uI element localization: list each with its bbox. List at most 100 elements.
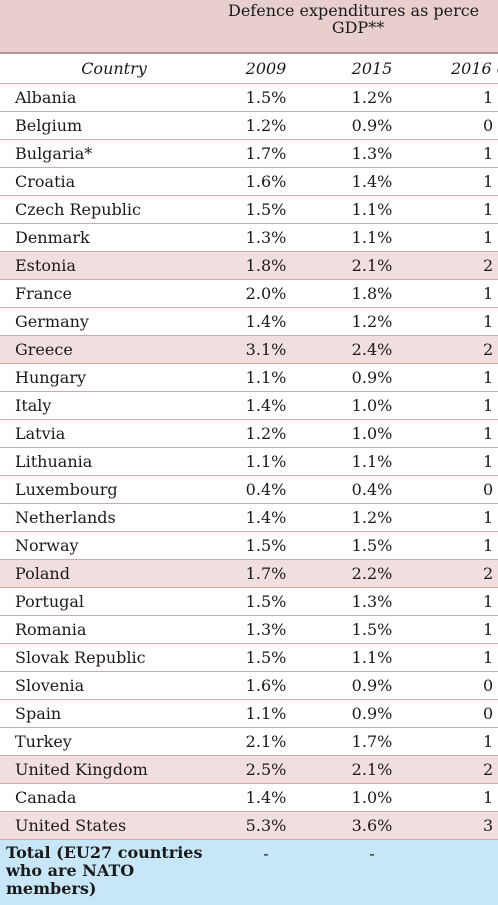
value-2009-cell: 1.4% <box>213 503 319 532</box>
value-2015-cell: 1.0% <box>319 419 425 448</box>
value-2016-cell: 2 <box>425 559 498 588</box>
table-row: Norway 1.5% 1.5% 1 <box>0 531 498 560</box>
value-2009-cell: 5.3% <box>213 811 319 840</box>
total-label-cell: Total (EU27 countries who are NATO membe… <box>0 839 213 905</box>
value-2009-cell: 2.0% <box>213 279 319 308</box>
value-2016-cell: 1 <box>425 503 498 532</box>
table-row: Turkey 2.1% 1.7% 1 <box>0 727 498 756</box>
value-2015-cell: 1.2% <box>319 503 425 532</box>
table-row: United Kingdom 2.5% 2.1% 2 <box>0 755 498 784</box>
column-header-2016: 2016 e <box>425 53 498 84</box>
table-row: Czech Republic 1.5% 1.1% 1 <box>0 195 498 224</box>
value-2015-cell: 0.9% <box>319 111 425 140</box>
value-2015-cell: 1.1% <box>319 447 425 476</box>
total-label: Total (EU27 countries who are NATO membe… <box>6 843 203 898</box>
value-2016-cell: 1 <box>425 447 498 476</box>
table-row: Netherlands 1.4% 1.2% 1 <box>0 503 498 532</box>
value-2009-cell: 1.6% <box>213 671 319 700</box>
country-cell: Norway <box>0 531 213 560</box>
table-row: Portugal 1.5% 1.3% 1 <box>0 587 498 616</box>
table-row: Croatia 1.6% 1.4% 1 <box>0 167 498 196</box>
value-2015-cell: 2.1% <box>319 755 425 784</box>
value-2015-cell: 1.5% <box>319 615 425 644</box>
table-row: Italy 1.4% 1.0% 1 <box>0 391 498 420</box>
value-2015-cell: 0.4% <box>319 475 425 504</box>
country-cell: France <box>0 279 213 308</box>
value-2016-cell: 1 <box>425 419 498 448</box>
value-2015-cell: 1.0% <box>319 391 425 420</box>
value-2009-cell: 1.1% <box>213 363 319 392</box>
value-2015-cell: 1.2% <box>319 307 425 336</box>
country-cell: Estonia <box>0 251 213 280</box>
value-2009-cell: 1.3% <box>213 223 319 252</box>
table-body: Albania 1.5% 1.2% 1 Belgium 1.2% 0.9% 0 Bulgaria… <box>0 83 498 840</box>
value-2015-cell: 1.3% <box>319 139 425 168</box>
value-2009-cell: 1.5% <box>213 195 319 224</box>
table-row: Spain 1.1% 0.9% 0 <box>0 699 498 728</box>
value-2015-cell: 1.3% <box>319 587 425 616</box>
value-2015-cell: 0.9% <box>319 363 425 392</box>
table-row: Luxembourg 0.4% 0.4% 0 <box>0 475 498 504</box>
country-cell: Belgium <box>0 111 213 140</box>
value-2009-cell: 1.6% <box>213 167 319 196</box>
value-2016-cell: 1 <box>425 615 498 644</box>
value-2009-cell: 3.1% <box>213 335 319 364</box>
value-2016-cell: 1 <box>425 195 498 224</box>
value-2016-cell: 1 <box>425 223 498 252</box>
value-2009-cell: 1.2% <box>213 419 319 448</box>
country-cell: Canada <box>0 783 213 812</box>
value-2016-cell: 1 <box>425 139 498 168</box>
value-2009-cell: 1.1% <box>213 699 319 728</box>
country-cell: Netherlands <box>0 503 213 532</box>
table-row: Bulgaria* 1.7% 1.3% 1 <box>0 139 498 168</box>
table-title: Defence expenditures as perce GDP** <box>213 0 498 54</box>
table-row: Hungary 1.1% 0.9% 1 <box>0 363 498 392</box>
country-cell: Slovak Republic <box>0 643 213 672</box>
value-2009-cell: 2.1% <box>213 727 319 756</box>
table-row: United States 5.3% 3.6% 3 <box>0 811 498 840</box>
value-2009-cell: 1.7% <box>213 139 319 168</box>
value-2015-cell: 1.4% <box>319 167 425 196</box>
country-cell: Albania <box>0 83 213 112</box>
country-cell: Lithuania <box>0 447 213 476</box>
table-row: Latvia 1.2% 1.0% 1 <box>0 419 498 448</box>
country-cell: Romania <box>0 615 213 644</box>
table-title-row: Defence expenditures as perce GDP** <box>0 0 498 54</box>
country-cell: Czech Republic <box>0 195 213 224</box>
value-2015-cell: 1.8% <box>319 279 425 308</box>
value-2016-cell: 0 <box>425 699 498 728</box>
table-row: Canada 1.4% 1.0% 1 <box>0 783 498 812</box>
table-row: Lithuania 1.1% 1.1% 1 <box>0 447 498 476</box>
value-2016-cell: 1 <box>425 279 498 308</box>
column-header-2015: 2015 <box>319 53 425 84</box>
country-cell: United States <box>0 811 213 840</box>
value-2009-cell: 1.4% <box>213 783 319 812</box>
value-2016-cell: 2 <box>425 335 498 364</box>
country-cell: Bulgaria* <box>0 139 213 168</box>
value-2016-cell: 1 <box>425 531 498 560</box>
table-row: Slovak Republic 1.5% 1.1% 1 <box>0 643 498 672</box>
value-2016-cell: 2 <box>425 251 498 280</box>
value-2015-cell: 2.4% <box>319 335 425 364</box>
value-2009-cell: 0.4% <box>213 475 319 504</box>
value-2016-cell: 1 <box>425 363 498 392</box>
table-row: Estonia 1.8% 2.1% 2 <box>0 251 498 280</box>
value-2015-cell: 1.1% <box>319 643 425 672</box>
table-title-line2: GDP** <box>331 18 385 37</box>
column-header-2009: 2009 <box>213 53 319 84</box>
total-2009: - <box>213 839 319 905</box>
value-2009-cell: 1.1% <box>213 447 319 476</box>
value-2016-cell: 1 <box>425 783 498 812</box>
table-row: Greece 3.1% 2.4% 2 <box>0 335 498 364</box>
country-cell: Italy <box>0 391 213 420</box>
value-2016-cell: 1 <box>425 167 498 196</box>
value-2016-cell: 1 <box>425 643 498 672</box>
value-2016-cell: 2 <box>425 755 498 784</box>
total-row: Total (EU27 countries who are NATO membe… <box>0 839 498 905</box>
country-cell: Greece <box>0 335 213 364</box>
value-2016-cell: 1 <box>425 587 498 616</box>
table-row: Poland 1.7% 2.2% 2 <box>0 559 498 588</box>
country-cell: Poland <box>0 559 213 588</box>
value-2015-cell: 1.5% <box>319 531 425 560</box>
